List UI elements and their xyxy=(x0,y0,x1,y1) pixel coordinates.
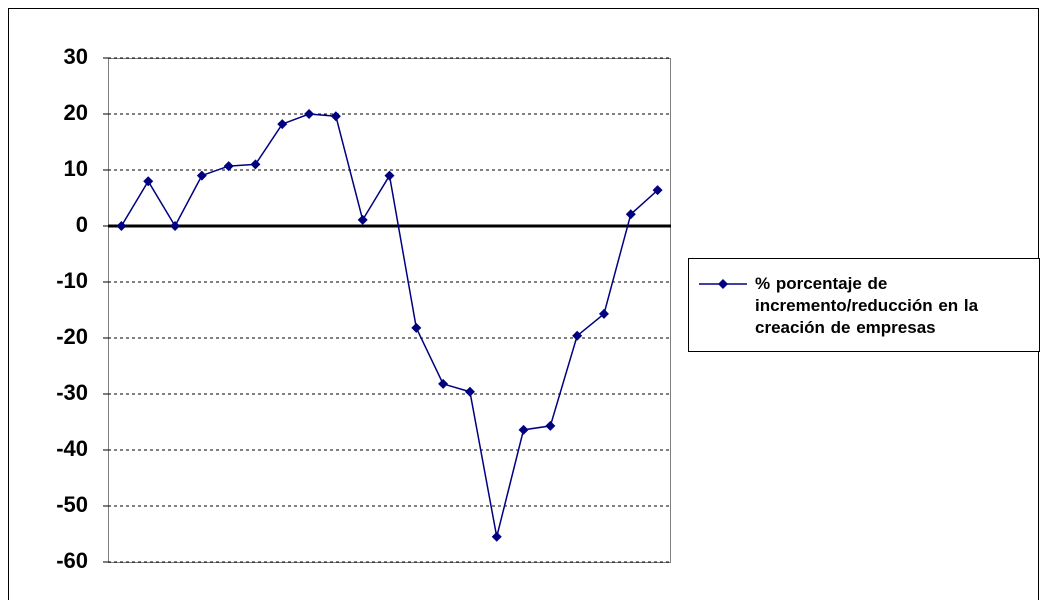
legend-marker xyxy=(718,279,728,289)
y-tick-label: -60 xyxy=(56,548,88,573)
point xyxy=(384,170,395,181)
point xyxy=(170,221,181,231)
y-tick-label: 20 xyxy=(64,100,88,125)
plot-area xyxy=(108,58,671,563)
point xyxy=(357,214,368,225)
point xyxy=(598,308,609,319)
y-tick-label: 0 xyxy=(76,212,88,237)
y-tick-label: 30 xyxy=(64,44,88,69)
point xyxy=(572,330,583,341)
point xyxy=(116,221,127,231)
y-tick-label: -10 xyxy=(56,268,88,293)
y-tick-label: -40 xyxy=(56,436,88,461)
point xyxy=(223,161,234,172)
point xyxy=(143,176,154,187)
point xyxy=(652,185,663,196)
y-tick-label: -20 xyxy=(56,324,88,349)
y-tick-label: 10 xyxy=(64,156,88,181)
point xyxy=(545,420,556,431)
point xyxy=(491,531,502,542)
point xyxy=(196,170,207,181)
y-tick-label: -30 xyxy=(56,380,88,405)
point xyxy=(625,209,636,220)
point xyxy=(518,424,529,435)
point xyxy=(277,119,288,130)
point xyxy=(330,111,341,122)
point xyxy=(250,159,261,170)
point xyxy=(438,378,449,389)
point xyxy=(411,322,422,333)
legend-key xyxy=(699,279,747,289)
y-tick-label: -50 xyxy=(56,492,88,517)
legend: % porcentaje de incremento/reducción en … xyxy=(688,258,1040,352)
point xyxy=(464,386,475,397)
legend-label: % porcentaje de incremento/reducción en … xyxy=(755,274,979,337)
point xyxy=(304,109,315,119)
